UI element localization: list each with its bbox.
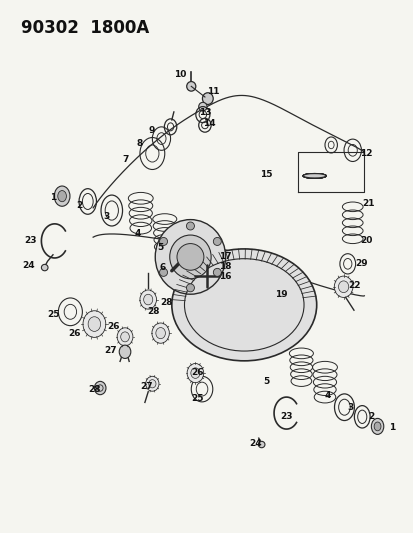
Text: 23: 23: [24, 237, 36, 245]
Text: 25: 25: [191, 394, 204, 403]
Ellipse shape: [302, 174, 325, 178]
Text: 28: 28: [88, 385, 100, 393]
Ellipse shape: [148, 379, 156, 388]
Ellipse shape: [143, 294, 152, 305]
Ellipse shape: [54, 186, 70, 206]
Ellipse shape: [41, 264, 48, 271]
Ellipse shape: [94, 382, 106, 394]
Ellipse shape: [373, 422, 380, 431]
Text: 2: 2: [368, 413, 374, 421]
Ellipse shape: [302, 174, 325, 178]
Text: 22: 22: [347, 281, 359, 289]
Ellipse shape: [155, 220, 225, 294]
Text: 5: 5: [157, 244, 163, 252]
Ellipse shape: [302, 174, 325, 178]
Ellipse shape: [258, 441, 264, 448]
Text: 90302  1800A: 90302 1800A: [21, 19, 149, 37]
Ellipse shape: [302, 174, 325, 178]
Text: 3: 3: [347, 403, 353, 412]
Text: 1: 1: [388, 423, 394, 432]
Ellipse shape: [119, 345, 131, 359]
Text: 17: 17: [219, 253, 231, 261]
Text: 15: 15: [259, 171, 272, 179]
Ellipse shape: [145, 376, 159, 391]
Ellipse shape: [155, 328, 165, 338]
Ellipse shape: [302, 174, 325, 178]
Text: 26: 26: [107, 322, 120, 330]
Text: 3: 3: [103, 213, 109, 221]
Ellipse shape: [302, 174, 325, 178]
Circle shape: [186, 284, 194, 292]
Ellipse shape: [177, 244, 203, 270]
Text: 12: 12: [359, 149, 372, 158]
Text: 2: 2: [76, 201, 83, 209]
Ellipse shape: [117, 328, 133, 346]
Text: 9: 9: [149, 126, 155, 135]
Text: 23: 23: [280, 413, 292, 421]
Ellipse shape: [334, 276, 352, 297]
Text: 14: 14: [202, 119, 215, 128]
Circle shape: [213, 268, 221, 277]
Ellipse shape: [302, 174, 325, 178]
Text: 18: 18: [219, 262, 231, 271]
Text: 6: 6: [159, 263, 165, 272]
Text: 19: 19: [275, 290, 287, 298]
Text: 5: 5: [262, 377, 268, 385]
Text: 10: 10: [173, 70, 186, 79]
Text: 11: 11: [206, 87, 219, 96]
Text: 4: 4: [324, 391, 330, 400]
Ellipse shape: [152, 323, 169, 343]
Ellipse shape: [190, 368, 199, 378]
Text: 1: 1: [50, 193, 56, 201]
Text: 8: 8: [136, 140, 142, 148]
Text: 28: 28: [160, 298, 173, 307]
Ellipse shape: [140, 290, 156, 309]
Text: 24: 24: [23, 261, 35, 270]
Text: 13: 13: [199, 109, 211, 117]
Ellipse shape: [83, 311, 106, 337]
Text: 28: 28: [147, 308, 159, 316]
Ellipse shape: [370, 418, 383, 434]
Circle shape: [159, 237, 167, 246]
Ellipse shape: [171, 249, 316, 361]
Text: 27: 27: [104, 346, 117, 355]
Text: 20: 20: [359, 237, 372, 245]
Ellipse shape: [88, 317, 100, 332]
Ellipse shape: [302, 174, 325, 178]
Ellipse shape: [58, 191, 66, 201]
Circle shape: [213, 237, 221, 246]
Text: 16: 16: [219, 272, 231, 280]
Ellipse shape: [302, 174, 325, 178]
Text: 21: 21: [361, 199, 374, 208]
Text: 26: 26: [191, 368, 204, 376]
Text: 4: 4: [134, 229, 140, 238]
Ellipse shape: [202, 93, 213, 104]
Ellipse shape: [169, 235, 211, 279]
Text: 27: 27: [140, 382, 153, 391]
Text: 25: 25: [47, 310, 60, 319]
Text: 26: 26: [68, 329, 81, 337]
Ellipse shape: [338, 281, 348, 293]
Circle shape: [186, 222, 194, 230]
Text: 29: 29: [354, 260, 367, 268]
Ellipse shape: [121, 332, 129, 342]
Ellipse shape: [187, 364, 203, 383]
Ellipse shape: [186, 82, 195, 91]
Text: 24: 24: [249, 439, 261, 448]
Text: 7: 7: [122, 156, 128, 164]
Circle shape: [159, 268, 167, 277]
Ellipse shape: [302, 174, 325, 178]
Ellipse shape: [198, 102, 206, 111]
